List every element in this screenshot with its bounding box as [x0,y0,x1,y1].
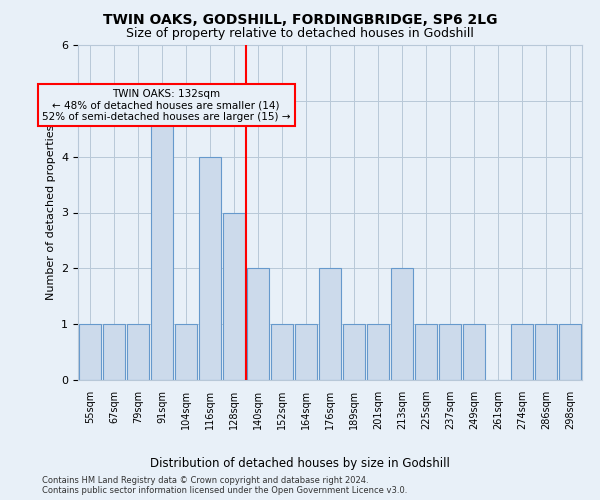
Bar [415,324,437,380]
Bar [79,324,101,380]
Text: Contains HM Land Registry data © Crown copyright and database right 2024.: Contains HM Land Registry data © Crown c… [42,476,368,485]
Bar [367,324,389,380]
Bar [295,324,317,380]
Bar [271,324,293,380]
Text: Distribution of detached houses by size in Godshill: Distribution of detached houses by size … [150,458,450,470]
Text: TWIN OAKS: 132sqm
← 48% of detached houses are smaller (14)
52% of semi-detached: TWIN OAKS: 132sqm ← 48% of detached hous… [42,88,290,122]
Bar [175,324,197,380]
Bar [223,212,245,380]
Bar [247,268,269,380]
Bar [151,101,173,380]
Text: Contains public sector information licensed under the Open Government Licence v3: Contains public sector information licen… [42,486,407,495]
Bar [559,324,581,380]
Bar [103,324,125,380]
Bar [535,324,557,380]
Bar [463,324,485,380]
Bar [343,324,365,380]
Bar [199,156,221,380]
Y-axis label: Number of detached properties: Number of detached properties [46,125,56,300]
Bar [511,324,533,380]
Bar [391,268,413,380]
Text: Size of property relative to detached houses in Godshill: Size of property relative to detached ho… [126,28,474,40]
Text: TWIN OAKS, GODSHILL, FORDINGBRIDGE, SP6 2LG: TWIN OAKS, GODSHILL, FORDINGBRIDGE, SP6 … [103,12,497,26]
Bar [439,324,461,380]
Bar [319,268,341,380]
Bar [127,324,149,380]
